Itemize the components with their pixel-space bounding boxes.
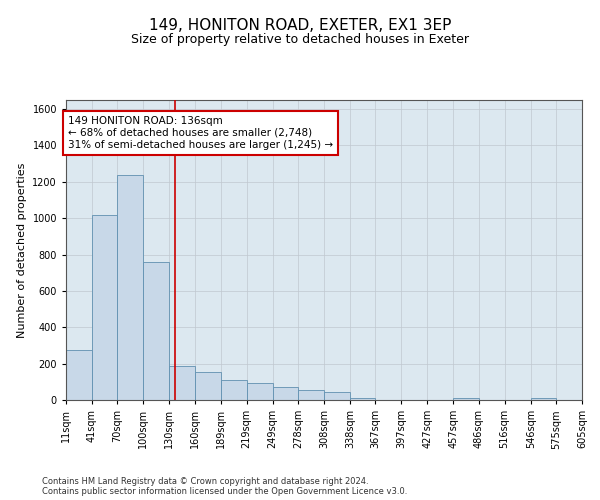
Bar [66,350,92,400]
Bar [273,388,298,400]
Bar [143,262,169,400]
Bar [531,398,556,400]
Text: Size of property relative to detached houses in Exeter: Size of property relative to detached ho… [131,32,469,46]
Bar [350,398,375,400]
Text: 149, HONITON ROAD, EXETER, EX1 3EP: 149, HONITON ROAD, EXETER, EX1 3EP [149,18,451,32]
Text: Contains public sector information licensed under the Open Government Licence v3: Contains public sector information licen… [42,487,407,496]
Bar [454,398,479,400]
Bar [117,174,143,400]
Bar [221,380,247,400]
Y-axis label: Number of detached properties: Number of detached properties [17,162,27,338]
Bar [92,214,117,400]
Bar [247,382,273,400]
Text: Contains HM Land Registry data © Crown copyright and database right 2024.: Contains HM Land Registry data © Crown c… [42,477,368,486]
Bar [298,390,324,400]
Bar [196,372,221,400]
Bar [324,392,350,400]
Bar [169,366,196,400]
Text: 149 HONITON ROAD: 136sqm
← 68% of detached houses are smaller (2,748)
31% of sem: 149 HONITON ROAD: 136sqm ← 68% of detach… [68,116,333,150]
